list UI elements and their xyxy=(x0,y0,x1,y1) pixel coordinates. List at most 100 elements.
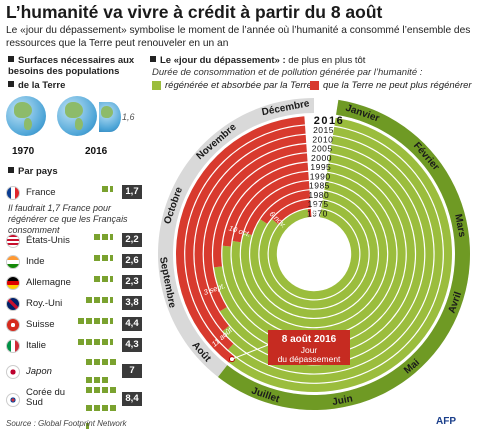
ring-red-2015 xyxy=(185,125,314,350)
globe-2016-a xyxy=(57,96,97,136)
ring-red-1985 xyxy=(244,180,314,235)
page-title: L’humanité va vivre à crédit à partir du… xyxy=(6,2,383,22)
country-earths xyxy=(86,387,118,429)
country-value: 2,2 xyxy=(122,233,142,247)
country-row: Suisse 4,4 xyxy=(4,317,144,333)
ring-red-1990 xyxy=(232,171,314,243)
earth-unit-icon xyxy=(102,276,108,282)
country-value: 3,8 xyxy=(122,296,142,310)
ratio-2016: 1,6 xyxy=(122,112,135,122)
ring-red-1995 xyxy=(222,162,314,247)
year-label: 2016 xyxy=(314,115,344,127)
callout-line1: Jour xyxy=(301,345,318,355)
country-row: Italie 4,3 xyxy=(4,338,144,354)
earth-unit-icon xyxy=(86,405,92,411)
earth-unit-icon xyxy=(102,234,108,240)
earth-unit-icon xyxy=(78,318,84,324)
dial-heading: Le «jour du dépassement» : de plus en pl… xyxy=(150,55,365,66)
country-row: Corée du Sud 8,4 xyxy=(4,387,144,429)
country-earths xyxy=(94,276,134,288)
country-name: Corée du Sud xyxy=(26,387,66,408)
earth-unit-icon xyxy=(86,387,92,393)
earth-unit-icon xyxy=(78,339,84,345)
ring-red-2010 xyxy=(194,134,314,332)
country-earths xyxy=(86,297,126,309)
earth-unit-icon xyxy=(102,339,108,345)
intro-text: Le «jour du dépassement» symbolise le mo… xyxy=(6,25,471,49)
earth-unit-icon xyxy=(102,318,108,324)
country-value: 2,6 xyxy=(122,254,142,268)
year-1970: 1970 xyxy=(12,146,35,157)
country-value: 2,3 xyxy=(122,275,142,289)
earth-unit-icon xyxy=(110,387,116,393)
dial-center xyxy=(280,220,348,288)
ring-green-2010 xyxy=(222,136,434,374)
earth-unit-icon xyxy=(94,387,100,393)
country-name: France xyxy=(26,187,56,198)
earth-unit-icon xyxy=(86,339,92,345)
callout-date: 8 août 2016 xyxy=(282,334,337,345)
country-row: Roy.-Uni 3,8 xyxy=(4,296,144,312)
earth-unit-icon xyxy=(102,387,108,393)
country-name: Roy.-Uni xyxy=(26,298,63,309)
dial-subtitle: Durée de consommation et de pollution gé… xyxy=(152,67,423,78)
year-label: 2005 xyxy=(312,144,333,154)
source-note: Source : Global Footprint Network xyxy=(6,419,127,428)
earth-unit-icon xyxy=(102,377,108,383)
country-flag-icon xyxy=(6,234,20,248)
legend-green: régénérée et absorbée par la Terre xyxy=(152,80,322,92)
year-2016: 2016 xyxy=(85,146,108,157)
country-earths xyxy=(94,255,134,267)
callout-leader xyxy=(231,344,269,360)
year-label: 2015 xyxy=(313,125,334,135)
country-row: Allemagne 2,3 xyxy=(4,275,144,291)
earth-fraction-icon xyxy=(110,318,113,324)
country-flag-icon xyxy=(6,365,20,379)
earth-unit-icon xyxy=(94,339,100,345)
country-name: Italie xyxy=(26,340,47,351)
country-value: 8,4 xyxy=(122,392,142,406)
year-slot xyxy=(314,115,336,221)
ring-red-2005 xyxy=(203,143,314,312)
year-label: 1975 xyxy=(308,199,329,209)
country-earths xyxy=(78,339,118,351)
callout-box xyxy=(268,330,350,365)
year-label: 2010 xyxy=(312,134,333,144)
earth-unit-icon xyxy=(102,255,108,261)
country-name: Inde xyxy=(26,256,45,267)
country-earths xyxy=(102,186,142,198)
country-name: Allemagne xyxy=(26,277,71,288)
earth-unit-icon xyxy=(102,359,108,365)
earth-unit-icon xyxy=(94,359,100,365)
earth-fraction-icon xyxy=(110,234,113,240)
month-label: Juin xyxy=(331,393,353,408)
ring-green-2015 xyxy=(228,126,443,383)
date-label: 23 déc. xyxy=(310,201,319,227)
year-label: 1995 xyxy=(310,162,331,172)
earth-fraction-icon xyxy=(110,255,113,261)
legend-red: que la Terre ne peut plus régénérer xyxy=(310,80,480,92)
earth-unit-icon xyxy=(86,377,92,383)
earth-unit-icon xyxy=(94,255,100,261)
earth-unit-icon xyxy=(86,359,92,365)
country-flag-icon xyxy=(6,276,20,290)
country-earths xyxy=(78,318,118,330)
legend-red-swatch xyxy=(310,81,319,90)
country-row: France 1,7 xyxy=(4,185,144,201)
earth-unit-icon xyxy=(94,318,100,324)
country-value: 1,7 xyxy=(122,185,142,199)
earth-unit-icon xyxy=(110,359,116,365)
year-label: 1970 xyxy=(307,208,328,218)
earth-unit-icon xyxy=(94,276,100,282)
country-flag-icon xyxy=(6,186,20,200)
country-row: Japon 7 xyxy=(4,359,144,383)
year-label: 1985 xyxy=(309,181,330,191)
earth-unit-icon xyxy=(86,318,92,324)
earth-fraction-icon xyxy=(110,186,113,192)
month-label: Mars xyxy=(452,213,467,238)
country-row: États-Unis 2,2 xyxy=(4,233,144,249)
earth-fraction-icon xyxy=(110,297,113,303)
country-flag-icon xyxy=(6,297,20,311)
earth-fraction-icon xyxy=(110,276,113,282)
